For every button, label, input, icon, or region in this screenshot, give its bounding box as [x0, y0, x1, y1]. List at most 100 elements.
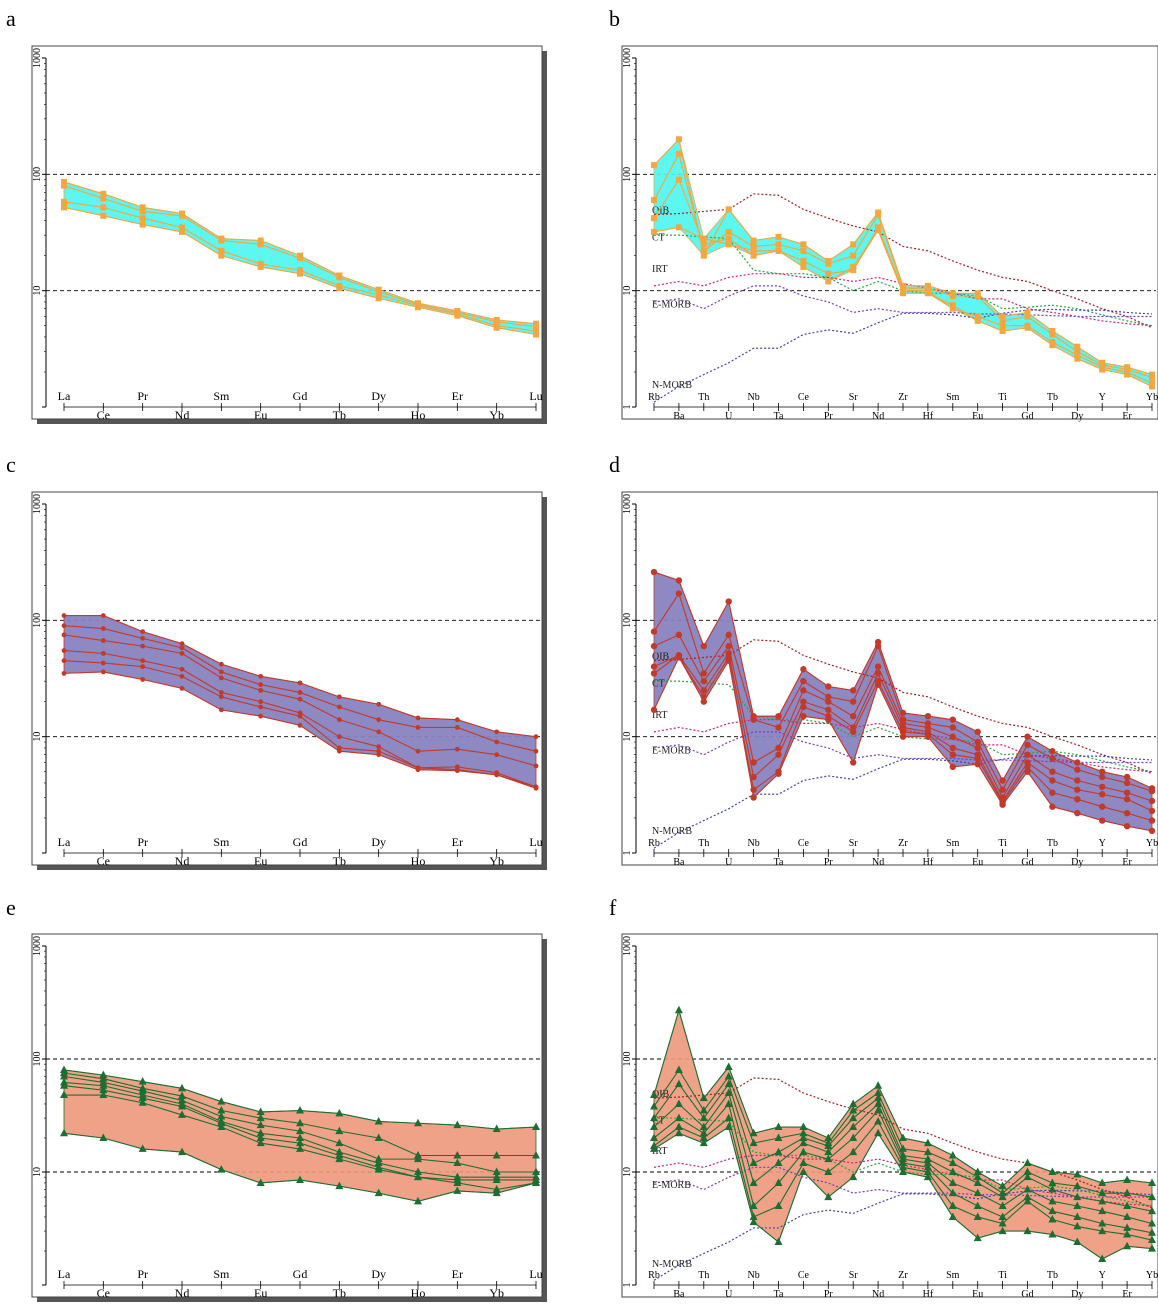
- data-point-triangle: [849, 1133, 858, 1141]
- data-point-circle: [974, 728, 981, 736]
- data-point-circle: [336, 694, 342, 700]
- data-point-square: [454, 312, 461, 319]
- data-point-circle: [949, 733, 956, 740]
- x-tick-label: Er: [452, 389, 463, 403]
- reference-line: [653, 308, 1153, 403]
- data-point-circle: [179, 645, 185, 651]
- x-tick-label: Y: [1099, 838, 1106, 849]
- x-tick-label: Tb: [1047, 1270, 1058, 1281]
- data-point-circle: [899, 733, 907, 740]
- data-point-square: [100, 190, 107, 197]
- data-point-circle: [949, 751, 956, 758]
- data-point-triangle: [749, 1138, 758, 1147]
- data-point-triangle: [296, 1138, 304, 1147]
- data-point-triangle: [178, 1110, 186, 1118]
- data-point-triangle: [99, 1133, 108, 1141]
- data-point-square: [775, 247, 782, 254]
- data-point-square: [825, 278, 832, 285]
- data-point-circle: [61, 648, 67, 653]
- data-point-circle: [825, 716, 832, 723]
- data-point-triangle: [453, 1150, 462, 1159]
- data-point-square: [974, 313, 981, 320]
- data-point-triangle: [824, 1141, 833, 1149]
- data-point-circle: [1024, 741, 1031, 749]
- data-point-circle: [61, 670, 67, 676]
- data-point-circle: [415, 767, 421, 773]
- data-point-circle: [1024, 759, 1031, 766]
- reference-line-label: OIB: [652, 1089, 670, 1100]
- data-point-triangle: [296, 1118, 304, 1127]
- data-point-triangle: [674, 1113, 683, 1122]
- data-point-triangle: [674, 1065, 683, 1073]
- x-tick-label: Nb: [747, 392, 759, 403]
- data-point-square: [139, 208, 146, 215]
- y-tick-label: 1000: [622, 494, 633, 514]
- data-point-triangle: [674, 1128, 683, 1137]
- data-point-triangle: [973, 1167, 982, 1175]
- data-point-triangle: [1048, 1214, 1057, 1223]
- data-point-circle: [218, 707, 224, 713]
- x-tick-label: Gd: [1021, 411, 1033, 422]
- data-point-circle: [775, 744, 782, 752]
- x-tick-label: Ta: [774, 857, 784, 868]
- x-tick-label: Pr: [137, 1267, 148, 1281]
- data-point-triangle: [899, 1154, 907, 1163]
- data-point-circle: [218, 694, 224, 700]
- data-point-triangle: [824, 1167, 833, 1175]
- data-point-square: [800, 241, 807, 248]
- data-point-circle: [140, 629, 146, 635]
- data-point-circle: [297, 690, 303, 695]
- y-tick-label: 100: [622, 613, 633, 628]
- data-point-triangle: [1123, 1223, 1132, 1231]
- data-point-triangle: [1148, 1244, 1156, 1252]
- data-point-triangle: [99, 1074, 108, 1082]
- data-point-triangle: [1148, 1192, 1156, 1201]
- data-point-triangle: [296, 1106, 304, 1114]
- x-tick-label: Tb: [333, 854, 346, 868]
- data-point-circle: [874, 681, 882, 688]
- data-point-circle: [336, 734, 342, 740]
- reference-line-label: E-MORB: [652, 745, 691, 756]
- data-point-triangle: [998, 1188, 1007, 1197]
- data-point-circle: [874, 663, 882, 670]
- data-point-triangle: [1023, 1158, 1032, 1167]
- data-point-triangle: [256, 1133, 265, 1141]
- x-tick-label: La: [58, 389, 71, 403]
- data-point-circle: [179, 641, 185, 647]
- x-tick-label: Ce: [798, 1270, 810, 1281]
- data-point-triangle: [774, 1158, 783, 1167]
- data-point-square: [700, 247, 707, 254]
- data-point-triangle: [335, 1138, 344, 1147]
- data-point-circle: [297, 680, 303, 686]
- data-point-circle: [850, 698, 857, 705]
- data-point-circle: [1074, 786, 1081, 793]
- data-point-circle: [494, 729, 500, 735]
- data-point-square: [100, 212, 107, 219]
- data-point-circle: [924, 724, 932, 731]
- data-point-circle: [533, 734, 539, 740]
- data-point-square: [533, 328, 539, 335]
- data-point-square: [999, 313, 1006, 320]
- data-point-circle: [140, 664, 146, 670]
- y-tick-label: 1000: [622, 936, 633, 956]
- data-point-circle: [1074, 759, 1081, 766]
- x-tick-label: Y: [1099, 1270, 1106, 1281]
- data-point-triangle: [1023, 1172, 1032, 1181]
- data-point-triangle: [998, 1192, 1007, 1201]
- data-point-circle: [850, 759, 857, 766]
- data-point-circle: [258, 673, 264, 679]
- data-point-circle: [258, 687, 264, 693]
- data-point-circle: [258, 704, 264, 710]
- data-point-square: [651, 215, 657, 222]
- x-tick-label: Ce: [798, 838, 810, 849]
- x-tick-label: Gd: [293, 835, 308, 849]
- x-tick-label: Eu: [254, 408, 267, 422]
- data-point-square: [493, 318, 500, 325]
- x-tick-label: Yb: [1146, 392, 1158, 403]
- data-point-triangle: [256, 1107, 265, 1115]
- data-point-triangle: [699, 1133, 708, 1141]
- data-point-square: [949, 292, 956, 299]
- reference-line-label: CT: [652, 232, 665, 243]
- data-point-circle: [376, 752, 382, 758]
- data-point-circle: [1024, 768, 1031, 775]
